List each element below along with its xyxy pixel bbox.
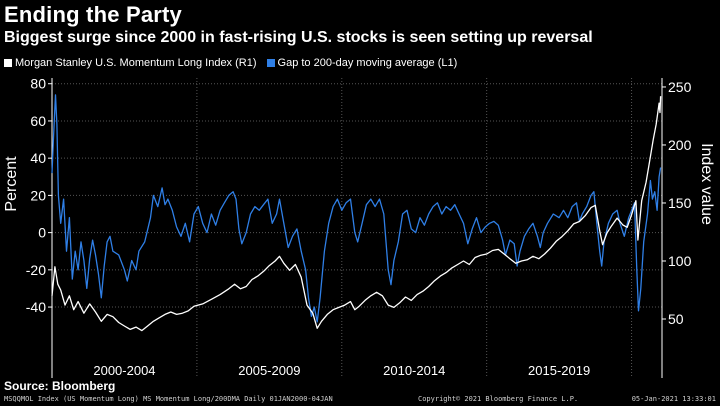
x-tick-label: 2010-2014: [383, 363, 445, 378]
y-right-tick-label: 250: [668, 79, 692, 95]
chart-subtitle: Biggest surge since 2000 in fast-rising …: [4, 29, 593, 46]
legend-item-gap: Gap to 200-day moving average (L1): [266, 57, 458, 69]
y-right-tick-label: 150: [668, 195, 692, 211]
legend-label-gap: Gap to 200-day moving average (L1): [277, 57, 458, 69]
x-tick-label: 2000-2004: [93, 363, 155, 378]
series-line-index: [51, 96, 662, 332]
source-note: Source: Bloomberg: [4, 379, 116, 393]
legend-label-index: Morgan Stanley U.S. Momentum Long Index …: [15, 57, 257, 69]
footer-timestamp: 05-Jan-2021 13:33:01: [631, 395, 716, 403]
chart-title: Ending the Party: [4, 2, 182, 27]
y-right-tick-label: 100: [668, 253, 692, 269]
y-left-tick-label: 80: [30, 76, 46, 92]
x-tick-label: 2005-2009: [238, 363, 300, 378]
legend-swatch-gap: [266, 59, 275, 67]
y-left-tick-label: -20: [26, 262, 46, 278]
y-left-tick-label: -40: [26, 299, 46, 315]
y-left-tick-label: 20: [30, 187, 46, 203]
legend: Morgan Stanley U.S. Momentum Long Index …: [4, 57, 457, 69]
footer-copyright: Copyright© 2021 Bloomberg Finance L.P.: [418, 395, 579, 403]
y-left-tick-label: 60: [30, 113, 46, 129]
series-line-gap: [51, 94, 662, 323]
y-right-tick-label: 50: [668, 311, 684, 327]
y-left-axis-title: Percent: [3, 156, 20, 212]
legend-swatch-index: [4, 59, 12, 67]
x-tick-label: 2015-2019: [528, 363, 590, 378]
y-left-tick-label: 0: [38, 225, 46, 241]
footer-left-text: MSQQMOL Index (US Momentum Long) MS Mome…: [4, 395, 333, 403]
y-right-axis-title: Index value: [698, 143, 715, 225]
legend-item-index: Morgan Stanley U.S. Momentum Long Index …: [4, 57, 257, 69]
y-right-tick-label: 200: [668, 137, 692, 153]
y-left-tick-label: 40: [30, 150, 46, 166]
